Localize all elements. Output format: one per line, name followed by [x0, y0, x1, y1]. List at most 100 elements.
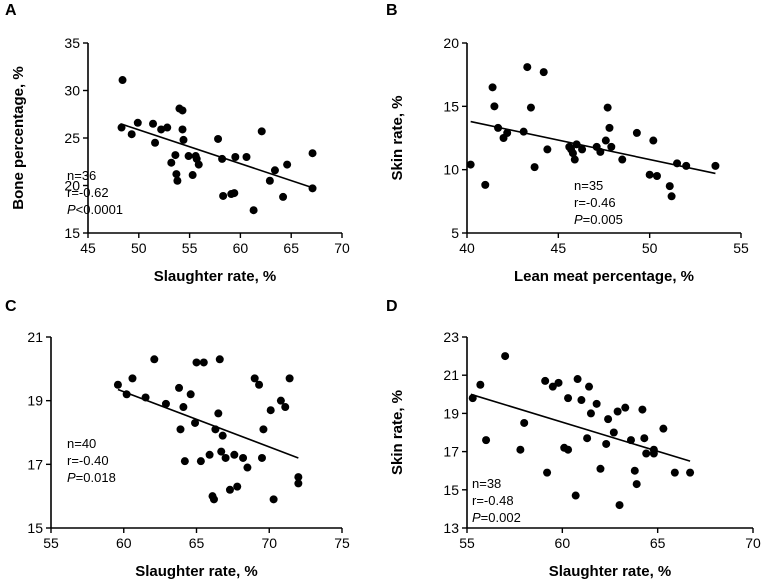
data-point: [205, 450, 214, 459]
data-point: [632, 480, 641, 489]
panel-label: A: [5, 2, 17, 19]
data-point: [564, 394, 573, 403]
y-tick-label: 5: [451, 225, 459, 241]
data-point: [640, 434, 649, 443]
data-point: [652, 172, 661, 180]
data-point: [178, 125, 187, 134]
data-point: [554, 378, 563, 387]
data-point: [149, 119, 158, 128]
data-point: [171, 151, 180, 160]
data-point: [596, 464, 605, 473]
data-point: [167, 158, 176, 167]
y-tick-label: 21: [27, 329, 43, 345]
data-point: [239, 453, 248, 462]
data-point: [176, 425, 185, 434]
data-point: [221, 453, 230, 462]
data-point: [613, 407, 622, 416]
data-point: [214, 409, 223, 418]
regression-line: [117, 388, 299, 459]
data-point: [523, 63, 532, 72]
stat-r: r=-0.48: [472, 493, 514, 508]
x-tick-label: 60: [233, 240, 249, 256]
data-point: [179, 403, 188, 412]
data-point: [626, 436, 635, 445]
data-point: [249, 206, 258, 215]
y-tick-label: 35: [64, 35, 80, 51]
data-point: [530, 163, 539, 172]
data-point: [214, 134, 223, 143]
data-point: [265, 176, 274, 185]
stat-n: n=38: [472, 476, 501, 491]
stat-n: n=40: [67, 436, 96, 451]
data-point: [230, 450, 239, 459]
data-point: [577, 396, 586, 405]
data-point: [476, 380, 485, 389]
x-tick-label: 55: [43, 535, 59, 551]
stat-p: P=0.002: [472, 510, 521, 525]
data-point: [219, 191, 228, 200]
data-point: [161, 399, 170, 408]
data-point: [294, 479, 303, 488]
y-tick-label: 19: [27, 393, 43, 409]
y-tick-label: 13: [443, 520, 459, 536]
y-tick-label: 15: [64, 225, 80, 241]
data-point: [572, 140, 581, 149]
stat-p-symbol: P: [472, 510, 481, 525]
data-point: [711, 161, 720, 170]
data-point: [276, 396, 285, 405]
data-point: [231, 153, 240, 161]
data-point: [632, 128, 641, 137]
x-tick-label: 75: [334, 535, 350, 551]
data-point: [113, 380, 122, 389]
data-point: [466, 160, 475, 169]
y-tick-label: 17: [27, 456, 43, 472]
y-tick-label: 21: [443, 367, 459, 383]
stat-p-symbol: P: [67, 202, 76, 217]
stat-p: P=0.018: [67, 470, 116, 485]
data-point: [194, 160, 203, 169]
y-axis-title: Skin rate, %: [389, 390, 406, 475]
data-point: [279, 192, 288, 201]
data-point: [570, 155, 579, 164]
data-point: [501, 352, 510, 361]
data-point: [188, 171, 197, 180]
data-point: [308, 149, 317, 158]
y-tick-label: 20: [443, 35, 459, 51]
data-point: [192, 358, 201, 367]
y-axis-title: Skin rate, %: [389, 95, 406, 180]
data-point: [482, 436, 491, 445]
data-point: [519, 127, 528, 136]
data-point: [127, 130, 136, 139]
stat-p: P=0.005: [574, 212, 623, 227]
x-tick-label: 65: [189, 535, 205, 551]
data-point: [682, 161, 691, 170]
x-tick-label: 70: [334, 240, 350, 256]
data-point: [602, 439, 611, 448]
data-point: [516, 445, 525, 454]
panel-label: D: [386, 298, 398, 315]
stat-p: P<0.0001: [67, 202, 123, 217]
data-point: [649, 449, 658, 458]
stat-r: r=-0.46: [574, 195, 616, 210]
data-point: [211, 425, 220, 434]
data-point: [596, 147, 605, 156]
data-point: [217, 447, 226, 456]
data-point: [285, 374, 294, 383]
data-point: [548, 382, 557, 391]
data-point: [199, 358, 208, 367]
x-tick-label: 50: [642, 240, 658, 256]
data-point: [649, 136, 658, 145]
data-point: [128, 374, 137, 383]
data-point: [157, 125, 166, 134]
data-point: [259, 425, 268, 434]
data-point: [233, 482, 242, 491]
data-point: [196, 457, 205, 466]
data-point: [266, 406, 275, 415]
data-point: [592, 399, 601, 408]
data-point: [603, 103, 612, 112]
stat-p-value: <0.0001: [76, 202, 123, 217]
x-tick-label: 55: [733, 240, 749, 256]
stat-p-value: =0.005: [583, 212, 623, 227]
